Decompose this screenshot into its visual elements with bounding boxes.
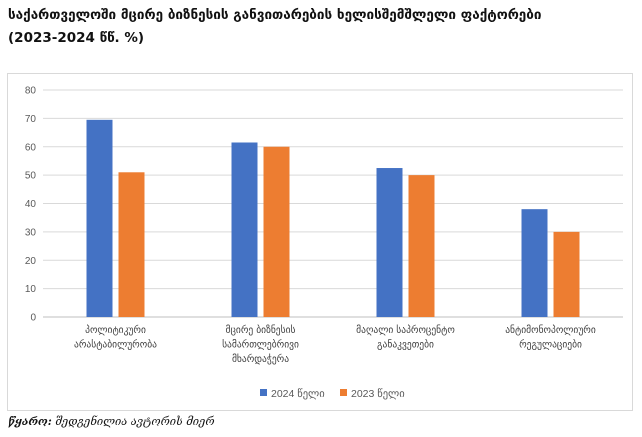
category-label: ანტიმონოპოლიური	[505, 325, 596, 336]
y-tick-label: 0	[30, 313, 36, 324]
source-text: შედგენილია ავტორის მიერ	[51, 415, 215, 428]
source-note: წყარო: შედგენილია ავტორის მიერ	[8, 415, 215, 428]
bar-2024	[376, 168, 403, 317]
y-tick-label: 40	[25, 199, 37, 210]
category-label: არასტაბილურობა	[74, 340, 157, 351]
legend-swatch-2023	[340, 389, 347, 396]
y-tick-label: 60	[25, 142, 37, 153]
category-label: პოლიტიკური	[85, 325, 146, 336]
category-label: განაკვეთები	[377, 340, 434, 351]
bar-2024	[521, 209, 548, 317]
y-tick-label: 80	[25, 86, 37, 97]
chart-title: საქართველოში მცირე ბიზნესის განვითარების…	[8, 4, 634, 50]
y-tick-label: 70	[25, 114, 37, 125]
chart-title-line1: საქართველოში მცირე ბიზნესის განვითარების…	[8, 7, 542, 23]
legend-label-2024: 2024 წელი	[271, 387, 325, 400]
bar-2024	[86, 119, 113, 317]
category-label: მხარდაჭერა	[232, 354, 289, 365]
bar-2023	[408, 175, 435, 317]
bar-2024	[231, 142, 258, 317]
legend-label-2023: 2023 წელი	[351, 387, 405, 400]
category-label: რეგულაციები	[519, 340, 582, 351]
chart-title-line2: (2023-2024 წწ. %)	[8, 30, 145, 46]
y-tick-label: 10	[25, 284, 37, 295]
category-label: მცირე ბიზნესის	[226, 325, 296, 336]
y-tick-label: 30	[25, 227, 37, 238]
y-tick-label: 50	[25, 171, 37, 182]
chart-area: 0 10 20 30 40 50 60 70 80 პოლიტიკური არასტაბილურობ…	[7, 73, 633, 411]
source-label: წყარო:	[8, 415, 52, 428]
bar-chart: 0 10 20 30 40 50 60 70 80 პოლიტიკური არასტაბილურობ…	[25, 86, 623, 400]
category-label: მაღალი საპროცენტო	[356, 325, 455, 336]
bar-2023	[263, 146, 290, 317]
bar-2023	[118, 172, 145, 317]
legend-swatch-2024	[260, 389, 267, 396]
category-label: სამართლებრივი	[222, 340, 299, 351]
y-tick-label: 20	[25, 256, 37, 267]
bar-2023	[553, 231, 580, 317]
